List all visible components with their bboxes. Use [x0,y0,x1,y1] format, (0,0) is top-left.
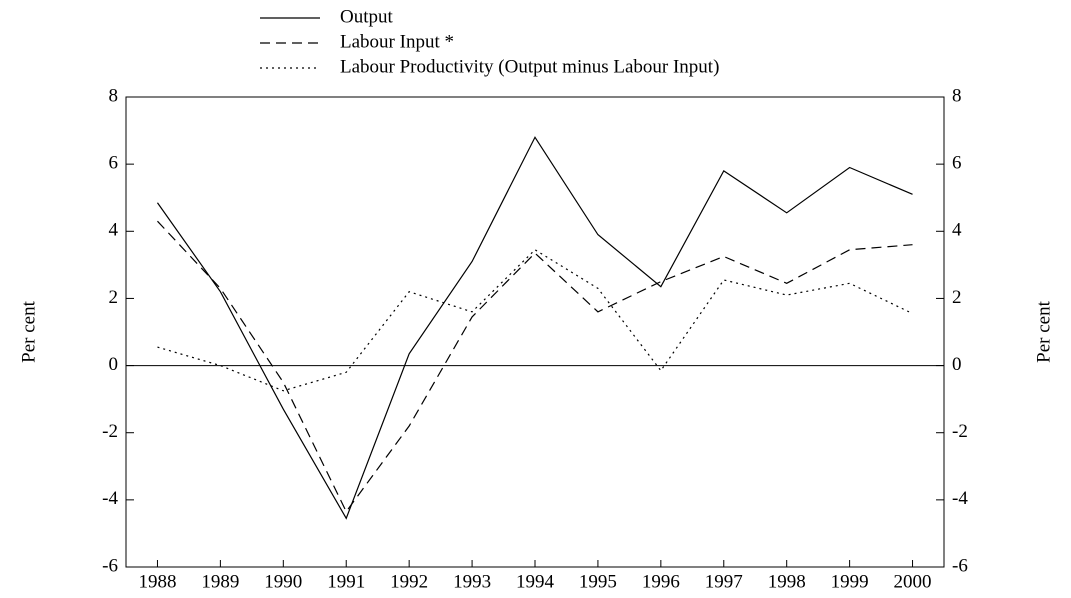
x-tick-label: 1988 [138,571,176,592]
x-tick-label: 1992 [390,571,428,592]
legend-label: Labour Productivity (Output minus Labour… [340,56,719,77]
y-tick-label: 0 [109,354,119,375]
y-tick-label: -2 [102,421,118,442]
y2-tick-label: -4 [952,488,968,509]
series-line [157,220,913,513]
x-tick-label: 2000 [894,571,932,592]
y-tick-label: 4 [109,220,119,241]
legend-label: Output [340,6,394,27]
y-tick-label: 2 [109,287,119,308]
x-tick-label: 1993 [453,571,491,592]
y-tick-label: 8 [109,85,119,106]
x-tick-label: 1997 [705,571,743,592]
y-tick-label: 6 [109,153,119,174]
x-tick-label: 1995 [579,571,617,592]
y2-tick-label: -6 [952,555,968,576]
x-tick-label: 1990 [264,571,302,592]
y2-tick-label: 6 [952,153,962,174]
x-tick-label: 1994 [516,571,555,592]
series-line [156,136,913,520]
y2-tick-label: -2 [952,421,968,442]
x-tick-label: 1998 [768,571,806,592]
y-axis-label: Per cent [18,300,39,362]
x-tick-label: 1996 [642,571,680,592]
x-tick-label: 1999 [831,571,869,592]
y2-tick-label: 4 [952,220,962,241]
y-tick-label: -4 [102,488,118,509]
legend-label: Labour Input * [340,31,454,52]
y-tick-label: -6 [102,555,118,576]
y2-axis-label: Per cent [1033,300,1054,362]
y2-tick-label: 8 [952,85,962,106]
x-tick-label: 1989 [201,571,239,592]
plot-frame [125,96,945,568]
series-line [157,248,913,392]
x-tick-label: 1991 [327,571,365,592]
y2-tick-label: 2 [952,287,962,308]
y2-tick-label: 0 [952,354,962,375]
